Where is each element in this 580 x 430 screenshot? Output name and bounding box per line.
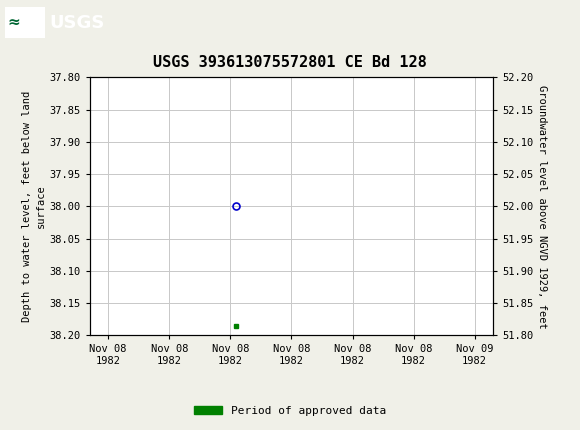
Text: ≈: ≈: [8, 15, 20, 30]
Legend: Period of approved data: Period of approved data: [190, 401, 390, 420]
Y-axis label: Groundwater level above NGVD 1929, feet: Groundwater level above NGVD 1929, feet: [538, 85, 548, 328]
Bar: [5, 7, 45, 38]
Y-axis label: Depth to water level, feet below land
surface: Depth to water level, feet below land su…: [22, 91, 45, 322]
Text: USGS 393613075572801 CE Bd 128: USGS 393613075572801 CE Bd 128: [153, 55, 427, 71]
Text: USGS: USGS: [49, 14, 104, 31]
